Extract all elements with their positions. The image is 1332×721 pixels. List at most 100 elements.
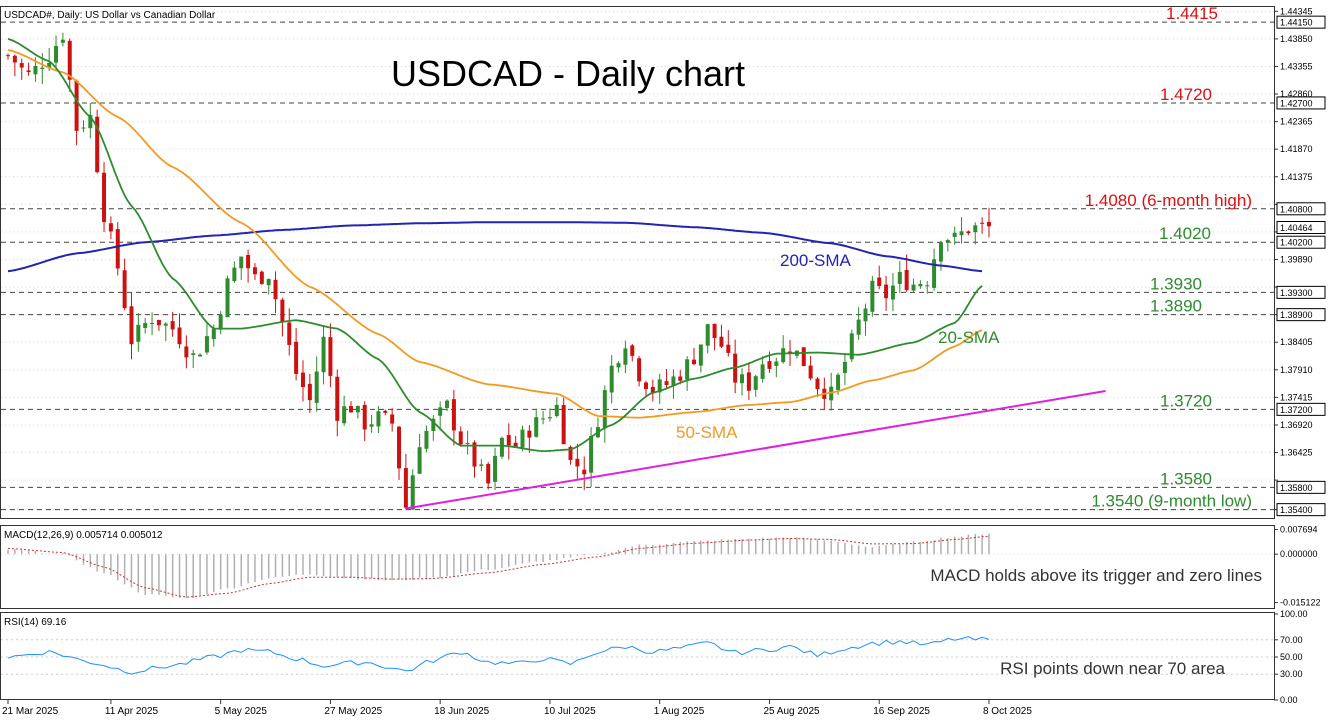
candle [259, 270, 264, 285]
candle [650, 379, 655, 402]
candle [692, 347, 696, 366]
candle-body [108, 223, 113, 232]
candle [740, 368, 745, 396]
candle-body [472, 442, 477, 467]
rsi-line [7, 636, 990, 675]
candle [616, 361, 621, 373]
symbol-caption: USDCAD#, Daily: US Dollar vs Canadian Do… [4, 10, 216, 21]
candle-body [198, 354, 203, 357]
candle [451, 389, 456, 446]
candle-body [870, 280, 875, 312]
candle [163, 322, 168, 342]
candle [232, 261, 237, 283]
date-tick-label: 5 May 2025 [215, 706, 268, 717]
candle-body [767, 361, 772, 369]
candle-body [211, 328, 216, 340]
candle [239, 256, 244, 281]
candle [643, 380, 648, 396]
candle-body [589, 435, 594, 473]
macd-caption: MACD(12,26,9) 0.005714 0.005012 [4, 530, 163, 541]
macd-note: MACD holds above its trigger and zero li… [930, 566, 1262, 585]
candle-body [842, 361, 847, 374]
candle-body [904, 269, 909, 291]
date-tick-label: 27 May 2025 [324, 706, 382, 717]
candle-body [307, 383, 312, 401]
rsi-tick-label: 30.00 [1280, 669, 1303, 679]
sma20-line [7, 38, 983, 453]
candle [74, 79, 79, 146]
macd-axis: 0.007694 0.000000 -0.015122 [1274, 525, 1321, 608]
candle [362, 401, 367, 441]
price-marker-label: 1.38900 [1280, 310, 1313, 320]
candle-body [534, 417, 539, 437]
price-tick-label: 1.42860 [1280, 89, 1313, 99]
candle [842, 352, 847, 386]
candle-body [554, 404, 559, 417]
candle-body [801, 347, 806, 367]
candle-body [287, 322, 292, 345]
candle-body [541, 418, 546, 420]
date-tick-label: 16 Sep 2025 [873, 706, 930, 717]
sma200-label: 200-SMA [780, 251, 852, 270]
candle-body [863, 308, 868, 322]
candle [204, 322, 209, 355]
candle-body [712, 323, 717, 339]
candle [493, 447, 498, 491]
candle-body [26, 70, 31, 73]
macd-tick-label: 0.007694 [1280, 525, 1318, 535]
price-marker-label: 1.39300 [1280, 288, 1313, 298]
price-tick-label: 1.37415 [1280, 392, 1313, 402]
macd-signal-line [7, 535, 990, 598]
price-tick-label: 1.41870 [1280, 144, 1313, 154]
candle-body [836, 374, 841, 390]
candle-body [774, 361, 779, 366]
candle-body [856, 319, 861, 335]
candle-body [294, 341, 299, 374]
candle-body [911, 284, 916, 291]
candle [424, 425, 429, 453]
candle [554, 397, 559, 418]
candle-body [349, 406, 353, 413]
candle-body [781, 348, 786, 363]
date-tick-label: 1 Aug 2025 [654, 706, 705, 717]
candle-body [424, 430, 429, 449]
candle-body [664, 381, 669, 385]
candle [60, 32, 65, 47]
candle-body [986, 221, 991, 227]
candle-body [246, 254, 251, 269]
candle-body [410, 475, 415, 510]
candle-body [698, 344, 703, 366]
candle [726, 330, 731, 357]
candle [932, 248, 937, 291]
candle-body [438, 407, 443, 416]
candle-body [184, 346, 189, 358]
candle [705, 323, 710, 354]
candle-body [685, 359, 690, 380]
candle-body [95, 116, 100, 173]
candle-body [877, 277, 882, 286]
rsi-axis: 100.00 70.00 50.00 30.00 0.00 [1274, 609, 1308, 705]
candle [561, 397, 566, 445]
candle-body [362, 404, 367, 430]
candle-body [692, 359, 696, 365]
candle [307, 373, 312, 414]
price-marker-box [1276, 285, 1326, 299]
candle-body [102, 172, 107, 223]
candle-body [520, 429, 525, 448]
candle [225, 275, 230, 318]
candle-body [973, 225, 978, 233]
candle [177, 313, 182, 349]
candle [198, 353, 203, 357]
candle [904, 254, 909, 292]
rsi-tick-label: 50.00 [1280, 652, 1303, 662]
candle-body [163, 323, 168, 326]
candle-body [150, 322, 155, 324]
candle-body [280, 299, 285, 323]
candle [342, 395, 347, 426]
candle-body [47, 62, 52, 69]
candle [952, 226, 957, 245]
candle-body [506, 435, 511, 446]
candle-body [12, 55, 17, 63]
candle [170, 311, 175, 337]
candle [246, 249, 251, 283]
